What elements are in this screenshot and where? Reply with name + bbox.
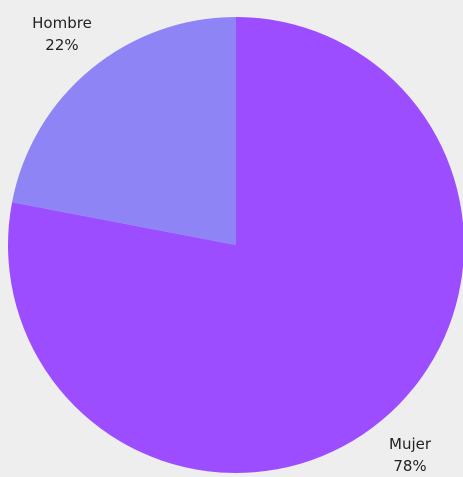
slice-label: Hombre [32,14,92,32]
slice-value-label: 22% [45,36,78,54]
slice-label: Mujer [389,435,432,453]
slice-value-label: 78% [393,457,426,475]
pie-slice [12,16,236,246]
pie-slice [8,17,463,473]
